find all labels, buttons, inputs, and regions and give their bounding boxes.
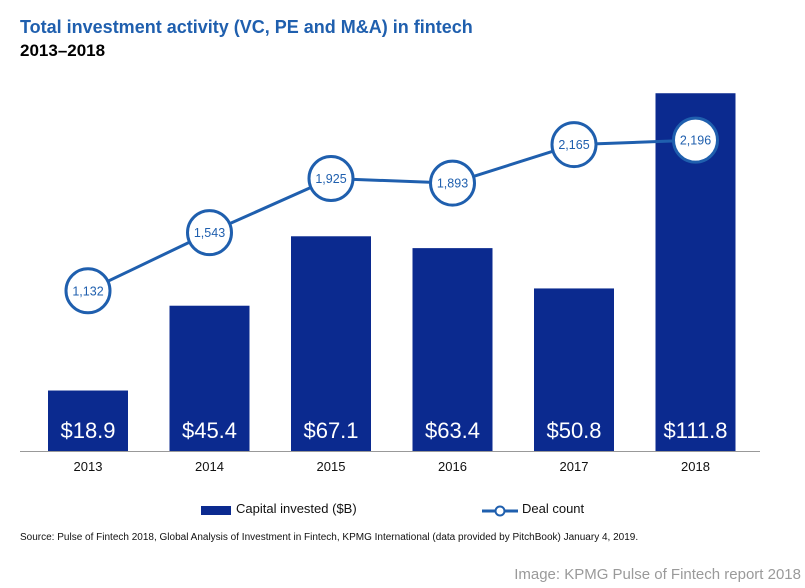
- bar-2015: [291, 236, 371, 451]
- chart-title: Total investment activity (VC, PE and M&…: [20, 17, 473, 37]
- legend-bars-label: Capital invested ($B): [236, 501, 357, 516]
- bar-value-label: $67.1: [303, 418, 358, 443]
- x-tick-label: 2013: [74, 459, 103, 474]
- deal-count-point: [672, 116, 719, 164]
- legend-line-label: Deal count: [522, 501, 585, 516]
- deal-count-point: [64, 267, 112, 315]
- deal-count-label: 1,925: [315, 172, 346, 186]
- chart-legend: Capital invested ($B) Deal count: [0, 501, 805, 523]
- legend-line-icon: [482, 505, 518, 517]
- x-tick-label: 2016: [438, 459, 467, 474]
- deal-count-label: 1,543: [194, 226, 225, 240]
- deal-count-point: [550, 121, 598, 169]
- deal-count-point: [307, 155, 355, 203]
- bar-2016: [412, 248, 493, 451]
- chart-subtitle: 2013–2018: [20, 41, 106, 60]
- x-tick-label: 2014: [195, 459, 224, 474]
- bar-value-label: $63.4: [425, 418, 480, 443]
- bar-value-label: $111.8: [663, 418, 727, 443]
- bar-2013: [48, 390, 128, 451]
- deal-count-label: 2,196: [680, 134, 711, 148]
- bar-value-label: $45.4: [182, 418, 237, 443]
- x-tick-label: 2015: [317, 459, 346, 474]
- deal-count-point: [429, 159, 476, 207]
- x-tick-label: 2018: [681, 459, 710, 474]
- image-credit: Image: KPMG Pulse of Fintech report 2018: [514, 566, 801, 583]
- deal-count-label: 1,132: [72, 284, 103, 298]
- bar-value-label: $18.9: [60, 418, 115, 443]
- deal-count-line: [87, 138, 696, 293]
- deal-count-label: 1,893: [437, 177, 468, 191]
- deal-count-label: 2,165: [558, 138, 589, 152]
- combo-chart: $18.9 $45.4 $67.1 $63.4 $50.8 $111.8 2013 2014 2…: [20, 93, 760, 474]
- deal-count-point: [186, 209, 233, 257]
- source-note: Source: Pulse of Fintech 2018, Global An…: [20, 532, 639, 543]
- x-tick-label: 2017: [560, 459, 589, 474]
- bar-2014: [169, 305, 250, 451]
- bar-2017: [534, 288, 614, 451]
- legend-bar-swatch: [201, 506, 231, 515]
- bar-value-label: $50.8: [546, 418, 601, 443]
